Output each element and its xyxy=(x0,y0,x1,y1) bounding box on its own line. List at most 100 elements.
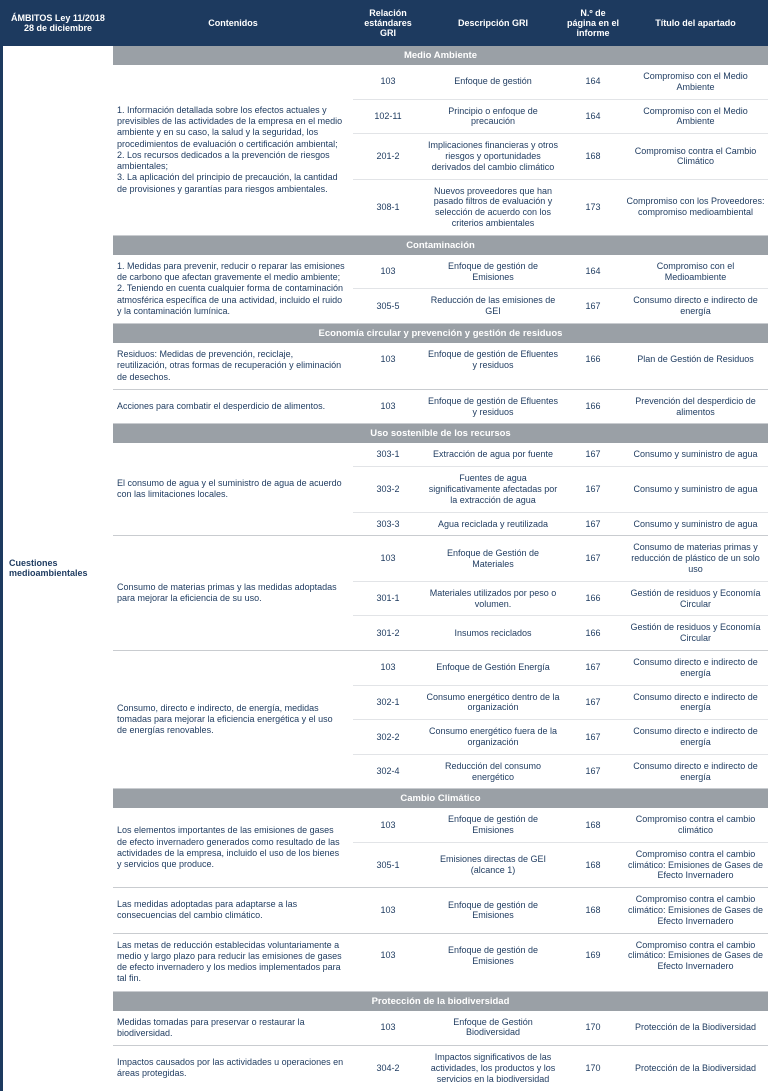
content-group: Los elementos importantes de las emision… xyxy=(113,808,768,888)
desc-cell: Enfoque de Gestión de Materiales xyxy=(423,546,563,572)
contenido-cell: 1. Información detallada sobre los efect… xyxy=(113,65,353,235)
page-cell: 164 xyxy=(563,109,623,124)
desc-cell: Insumos reciclados xyxy=(423,626,563,641)
desc-cell: Enfoque de gestión de Efluentes y residu… xyxy=(423,347,563,373)
section-header: Medio Ambiente xyxy=(113,46,768,65)
titulo-cell: Compromiso con el Medio Ambiente xyxy=(623,69,768,95)
titulo-cell: Protección de la Biodiversidad xyxy=(623,1020,768,1035)
group-rows: 103Enfoque de gestión164Compromiso con e… xyxy=(353,65,768,235)
desc-cell: Enfoque de gestión de Emisiones xyxy=(423,898,563,924)
titulo-cell: Compromiso contra el cambio climático: E… xyxy=(623,938,768,974)
desc-cell: Enfoque de gestión xyxy=(423,74,563,89)
content-group: Las metas de reducción establecidas volu… xyxy=(113,934,768,992)
contenido-cell: El consumo de agua y el suministro de ag… xyxy=(113,443,353,535)
section-header: Economía circular y prevención y gestión… xyxy=(113,324,768,343)
desc-cell: Consumo energético fuera de la organizac… xyxy=(423,724,563,750)
table-body: Cuestiones medioambientales Medio Ambien… xyxy=(3,46,768,1091)
gri-cell: 103 xyxy=(353,352,423,367)
contenido-cell: Impactos causados por las actividades u … xyxy=(113,1046,353,1090)
content-group: Consumo, directo e indirecto, de energía… xyxy=(113,651,768,789)
group-rows: 304-2Impactos significativos de las acti… xyxy=(353,1046,768,1090)
gri-cell: 201-2 xyxy=(353,149,423,164)
desc-cell: Emisiones directas de GEI (alcance 1) xyxy=(423,852,563,878)
titulo-cell: Gestión de residuos y Economía Circular xyxy=(623,586,768,612)
gri-cell: 303-2 xyxy=(353,482,423,497)
gri-cell: 302-4 xyxy=(353,764,423,779)
titulo-cell: Compromiso con el Medioambiente xyxy=(623,259,768,285)
titulo-cell: Consumo directo e indirecto de energía xyxy=(623,293,768,319)
group-rows: 103Enfoque de gestión de Emisiones164Com… xyxy=(353,255,768,323)
page-cell: 168 xyxy=(563,149,623,164)
page-cell: 167 xyxy=(563,730,623,745)
contenido-cell: Los elementos importantes de las emision… xyxy=(113,808,353,887)
group-rows: 103Enfoque de Gestión Biodiversidad170Pr… xyxy=(353,1011,768,1046)
page-cell: 168 xyxy=(563,818,623,833)
page-cell: 167 xyxy=(563,482,623,497)
table-row: 302-4Reducción del consumo energético167… xyxy=(353,754,768,789)
contenido-cell: Acciones para combatir el desperdicio de… xyxy=(113,390,353,424)
group-rows: 103Enfoque de gestión de Emisiones168Com… xyxy=(353,888,768,932)
table-header-row: ÁMBITOS Ley 11/2018 28 de diciembre Cont… xyxy=(3,0,768,46)
titulo-cell: Compromiso contra el cambio climático xyxy=(623,812,768,838)
gri-cell: 302-1 xyxy=(353,695,423,710)
page-cell: 164 xyxy=(563,264,623,279)
content-group: Medidas tomadas para preservar o restaur… xyxy=(113,1011,768,1047)
group-rows: 103Enfoque de gestión de Efluentes y res… xyxy=(353,343,768,389)
titulo-cell: Compromiso con los Proveedores: compromi… xyxy=(623,194,768,220)
table-row: 304-2Impactos significativos de las acti… xyxy=(353,1046,768,1090)
titulo-cell: Gestión de residuos y Economía Circular xyxy=(623,620,768,646)
page-cell: 167 xyxy=(563,695,623,710)
table-row: 301-2Insumos reciclados166Gestión de res… xyxy=(353,615,768,650)
desc-cell: Reducción del consumo energético xyxy=(423,759,563,785)
hdr-contenidos: Contenidos xyxy=(113,10,353,36)
titulo-cell: Compromiso contra el Cambio Climático xyxy=(623,144,768,170)
page-cell: 167 xyxy=(563,299,623,314)
content-group: El consumo de agua y el suministro de ag… xyxy=(113,443,768,536)
table-row: 103Enfoque de gestión de Emisiones164Com… xyxy=(353,255,768,289)
table-row: 103Enfoque de gestión164Compromiso con e… xyxy=(353,65,768,99)
table-row: 103Enfoque de gestión de Emisiones168Com… xyxy=(353,808,768,842)
desc-cell: Enfoque de gestión de Emisiones xyxy=(423,943,563,969)
contenido-cell: Residuos: Medidas de prevención, recicla… xyxy=(113,343,353,389)
desc-cell: Fuentes de agua significativamente afect… xyxy=(423,471,563,507)
table-row: 103Enfoque de gestión de Emisiones168Com… xyxy=(353,888,768,932)
page-cell: 166 xyxy=(563,626,623,641)
table-row: 303-2Fuentes de agua significativamente … xyxy=(353,466,768,511)
table-row: 303-3Agua reciclada y reutilizada167Cons… xyxy=(353,512,768,536)
content-group: Consumo de materias primas y las medidas… xyxy=(113,536,768,651)
contenido-cell: Medidas tomadas para preservar o restaur… xyxy=(113,1011,353,1046)
contenido-cell: Consumo, directo e indirecto, de energía… xyxy=(113,651,353,788)
titulo-cell: Consumo directo e indirecto de energía xyxy=(623,724,768,750)
table-row: 103Enfoque de gestión de Efluentes y res… xyxy=(353,343,768,377)
ambito-label: Cuestiones medioambientales xyxy=(3,46,113,1091)
section-header: Protección de la biodiversidad xyxy=(113,992,768,1011)
gri-cell: 304-2 xyxy=(353,1061,423,1076)
gri-cell: 102-11 xyxy=(353,109,423,124)
section-header: Cambio Climático xyxy=(113,789,768,808)
page-cell: 168 xyxy=(563,903,623,918)
page-cell: 166 xyxy=(563,399,623,414)
titulo-cell: Compromiso contra el cambio climático: E… xyxy=(623,892,768,928)
table-row: 301-1Materiales utilizados por peso o vo… xyxy=(353,581,768,616)
contenido-cell: Consumo de materias primas y las medidas… xyxy=(113,536,353,650)
titulo-cell: Plan de Gestión de Residuos xyxy=(623,352,768,367)
gri-cell: 103 xyxy=(353,1020,423,1035)
gri-cell: 103 xyxy=(353,551,423,566)
group-rows: 103Enfoque de Gestión de Materiales167Co… xyxy=(353,536,768,650)
table-row: 102-11Principio o enfoque de precaución1… xyxy=(353,99,768,134)
gri-cell: 103 xyxy=(353,948,423,963)
gri-cell: 301-2 xyxy=(353,626,423,641)
hdr-desc: Descripción GRI xyxy=(423,10,563,36)
contenido-cell: 1. Medidas para prevenir, reducir o repa… xyxy=(113,255,353,323)
gri-cell: 308-1 xyxy=(353,200,423,215)
table-row: 103Enfoque de Gestión Energía167Consumo … xyxy=(353,651,768,685)
desc-cell: Enfoque de gestión de Emisiones xyxy=(423,259,563,285)
desc-cell: Nuevos proveedores que han pasado filtro… xyxy=(423,184,563,231)
hdr-gri: Relación estándares GRI xyxy=(353,0,423,46)
titulo-cell: Consumo directo e indirecto de energía xyxy=(623,655,768,681)
desc-cell: Reducción de las emisiones de GEI xyxy=(423,293,563,319)
page-cell: 170 xyxy=(563,1020,623,1035)
gri-cell: 103 xyxy=(353,660,423,675)
group-rows: 103Enfoque de gestión de Emisiones169Com… xyxy=(353,934,768,991)
desc-cell: Implicaciones financieras y otros riesgo… xyxy=(423,138,563,174)
